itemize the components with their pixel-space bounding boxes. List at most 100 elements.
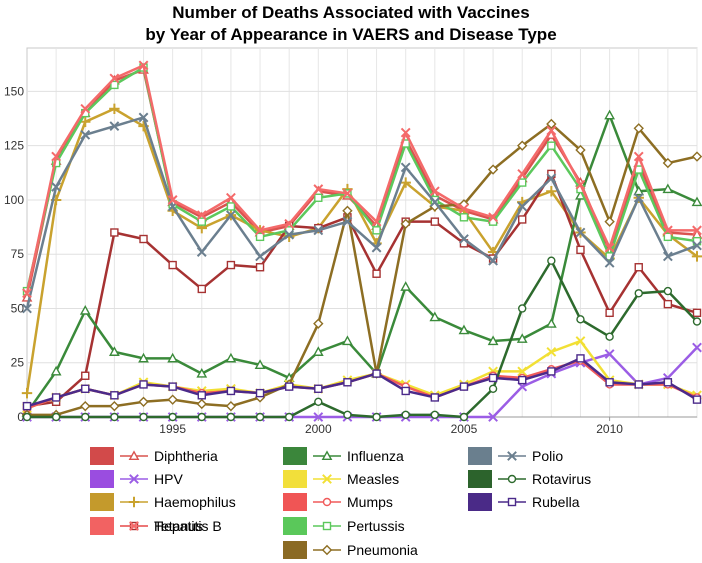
data-point-influenza: [633, 185, 645, 196]
data-point-pneumonia: [196, 398, 207, 410]
data-point-tetanus: [51, 151, 62, 162]
data-point-pneumonia: [313, 318, 324, 329]
data-point-rotavirus: [663, 286, 673, 296]
data-point-tetanus: [546, 125, 557, 136]
data-point-haemophilus: [400, 177, 411, 188]
data-point-influenza: [342, 335, 353, 346]
data-point-influenza: [429, 311, 441, 322]
data-point-influenza: [400, 281, 412, 291]
data-point-influenza: [545, 318, 557, 328]
data-point-rubella: [459, 382, 469, 391]
data-point-pertussis: [547, 141, 556, 150]
series-line-rotavirus: [27, 259, 698, 419]
data-point-hepatitis-b: [518, 215, 527, 224]
legend-item-mumps: Mumps: [283, 493, 393, 511]
data-point-rubella: [110, 391, 119, 400]
legend-label-mumps: Mumps: [347, 494, 393, 510]
data-point-polio: [342, 216, 353, 227]
chart-title-line1: Number of Deaths Associated with Vaccine…: [172, 3, 529, 22]
legend-marker-diphtheria: [128, 450, 140, 461]
legend-marker-rotavirus: [507, 474, 517, 484]
legend-swatch-hpv: [90, 470, 114, 488]
data-point-hepatitis-b: [110, 228, 119, 237]
data-point-tetanus: [604, 242, 615, 253]
data-point-pneumonia: [691, 151, 702, 162]
data-point-hepatitis-b: [430, 217, 440, 226]
x-tick-label: 1995: [159, 422, 186, 436]
data-point-tetanus: [488, 212, 498, 223]
data-point-rotavirus: [22, 412, 32, 422]
data-point-polio: [575, 227, 586, 238]
data-point-tetanus: [313, 184, 324, 194]
data-point-rotavirus: [255, 412, 265, 422]
data-point-influenza: [109, 346, 120, 356]
data-point-tetanus: [400, 127, 411, 138]
data-point-polio: [662, 251, 673, 262]
data-point-pneumonia: [400, 218, 411, 230]
data-point-polio: [313, 225, 324, 236]
data-point-tetanus: [22, 288, 32, 299]
legend-swatch-polio: [468, 447, 492, 465]
data-point-hepatitis-b: [634, 263, 643, 272]
data-point-pneumonia: [487, 164, 499, 175]
data-point-pertussis: [226, 202, 236, 211]
series-tetanus: [22, 60, 702, 299]
data-point-polio: [371, 242, 382, 253]
series-rotavirus: [22, 256, 702, 422]
data-point-polio: [138, 112, 149, 123]
data-point-rotavirus: [634, 289, 643, 298]
legend-label-polio: Polio: [532, 448, 563, 464]
data-point-hepatitis-b: [255, 263, 265, 272]
data-point-hpv: [488, 412, 498, 422]
data-point-hepatitis-b: [372, 269, 381, 278]
legend-item-rubella: Rubella: [468, 493, 580, 511]
legend-label-measles: Measles: [347, 471, 399, 487]
data-point-tetanus: [342, 188, 353, 199]
y-tick-label: 75: [11, 247, 25, 261]
series-line-pneumonia: [27, 122, 698, 417]
data-point-measles: [575, 336, 586, 346]
legend-swatch-measles: [283, 470, 307, 488]
data-point-rubella: [284, 382, 294, 391]
data-point-polio: [109, 121, 120, 132]
legend-marker-mumps: [322, 497, 332, 507]
data-point-tetanus: [633, 151, 644, 162]
data-point-rotavirus: [576, 315, 585, 324]
data-point-influenza: [662, 183, 674, 194]
legend-swatch-rubella: [468, 493, 492, 511]
data-point-rotavirus: [547, 256, 556, 265]
series-line-hepatitis-b: [26, 172, 698, 408]
legend-swatch-rotavirus: [468, 470, 492, 488]
data-point-rotavirus: [314, 397, 323, 407]
legend-marker-tetanus: [129, 521, 139, 531]
legend-item-polio: Polio: [468, 447, 563, 465]
data-point-hepatitis-b: [81, 371, 90, 380]
series-polio: [22, 112, 702, 314]
data-point-rubella: [51, 393, 61, 402]
data-point-rotavirus: [81, 412, 90, 422]
legend-label-hepatitis-b: Hepatitis B: [154, 518, 222, 534]
legend-item-measles: Measles: [283, 470, 399, 488]
data-point-pneumonia: [225, 400, 237, 412]
data-point-hepatitis-b: [692, 308, 702, 318]
legend-marker-pneumonia: [321, 544, 333, 556]
data-point-pneumonia: [633, 123, 644, 134]
data-point-influenza: [312, 346, 324, 356]
data-point-rubella: [22, 401, 32, 411]
data-point-tetanus: [80, 103, 91, 114]
data-point-pneumonia: [109, 400, 120, 412]
data-point-rubella: [226, 386, 236, 396]
data-point-polio: [80, 129, 91, 140]
legend-label-influenza: Influenza: [347, 448, 404, 464]
data-point-rotavirus: [692, 317, 702, 326]
legend-item-diphtheria: Diphtheria: [90, 447, 218, 465]
data-point-measles: [546, 346, 557, 357]
x-tick-label: 2005: [451, 422, 478, 436]
data-point-influenza: [79, 304, 91, 315]
data-point-rotavirus: [284, 412, 294, 422]
data-point-pertussis: [110, 80, 119, 90]
series-layer: [21, 60, 702, 422]
data-point-rotavirus: [459, 412, 469, 422]
legend-swatch-diphtheria: [90, 447, 114, 465]
data-point-polio: [22, 303, 32, 314]
